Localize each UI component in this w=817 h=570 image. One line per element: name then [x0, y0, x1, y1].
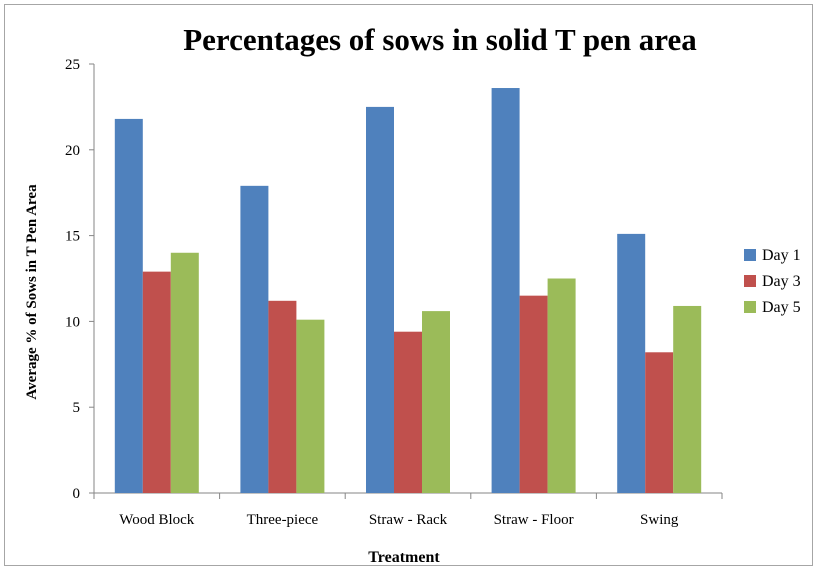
legend-label: Day 5 — [762, 299, 801, 316]
bars — [114, 88, 702, 494]
bar — [673, 305, 702, 493]
chart-title: Percentages of sows in solid T pen area — [183, 22, 697, 57]
x-tick-label: Straw - Floor — [494, 512, 574, 528]
bar — [240, 185, 269, 493]
bar — [519, 295, 548, 493]
bar — [394, 331, 422, 493]
bar — [366, 106, 394, 494]
y-tick-label: 20 — [65, 143, 80, 159]
y-tick-label: 0 — [73, 486, 81, 502]
bar — [422, 311, 450, 493]
legend: Day 1 Day 3 Day 5 — [744, 247, 801, 316]
y-tick-label: 15 — [65, 229, 80, 245]
legend-swatch — [744, 275, 756, 287]
bar — [547, 278, 576, 493]
legend-label: Day 1 — [762, 247, 801, 264]
bar — [645, 352, 674, 493]
bar — [170, 252, 199, 493]
legend-swatch — [744, 249, 756, 261]
legend-label: Day 3 — [762, 273, 801, 290]
x-tick-label: Wood Block — [119, 512, 195, 528]
bar — [114, 118, 143, 494]
y-tick-label: 10 — [65, 314, 80, 330]
bar — [617, 233, 646, 493]
legend-swatch — [744, 301, 756, 313]
bar — [268, 300, 297, 493]
x-tick-label: Swing — [640, 512, 679, 528]
x-axis-label: Treatment — [368, 549, 440, 566]
y-tick-label: 5 — [73, 400, 81, 416]
x-tick-label: Straw - Rack — [369, 512, 448, 528]
bar — [296, 319, 325, 493]
y-tick-label: 25 — [65, 57, 80, 73]
bar — [142, 271, 171, 493]
y-axis-label: Average % of Sows in T Pen Area — [24, 184, 40, 400]
bar — [491, 88, 520, 494]
x-tick-label: Three-piece — [247, 512, 319, 528]
